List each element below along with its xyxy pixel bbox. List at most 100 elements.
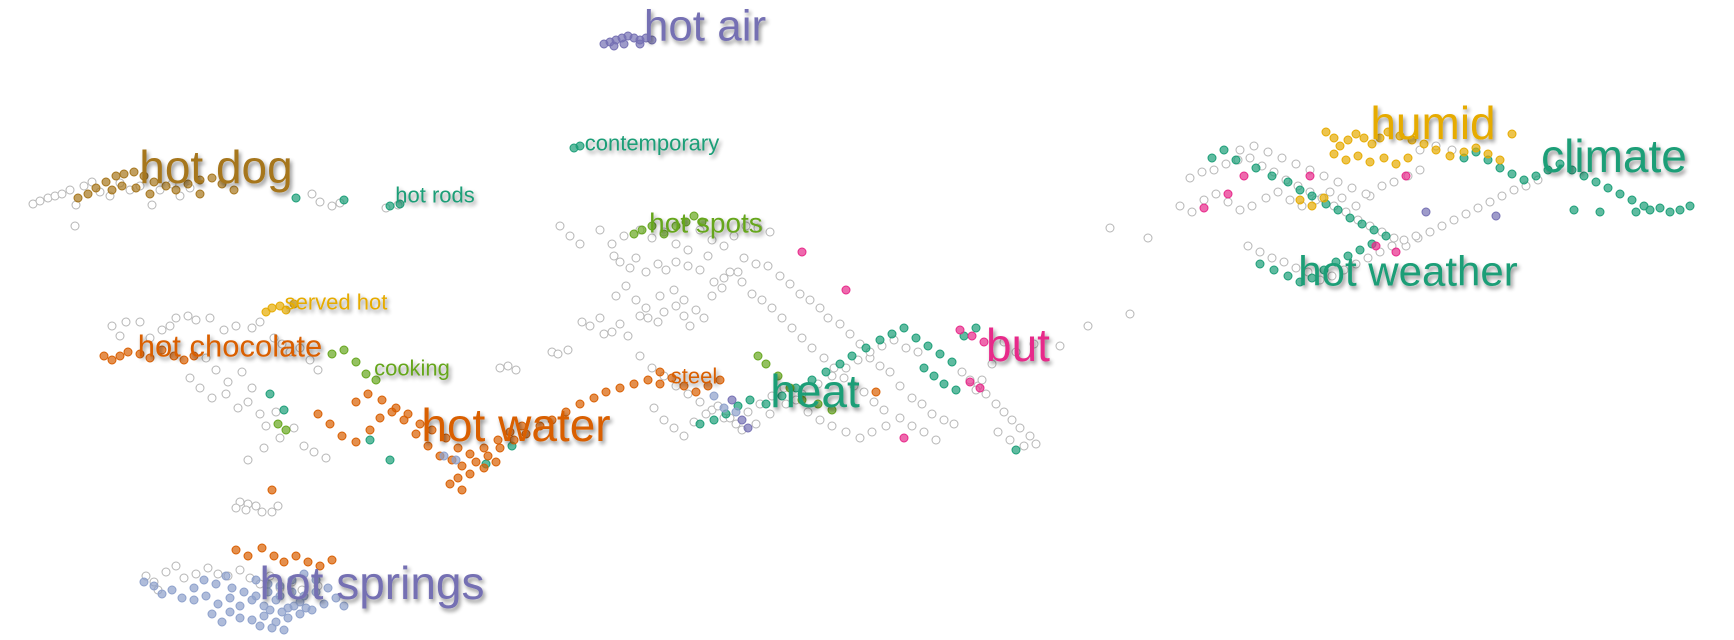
data-point xyxy=(609,41,619,51)
data-point xyxy=(1351,259,1361,269)
labels-layer: hot air hot dog contemporary hot rods hot sp… xyxy=(138,2,1687,610)
data-point xyxy=(257,507,267,517)
data-point xyxy=(653,259,663,269)
data-point xyxy=(1485,197,1495,207)
data-point xyxy=(1337,193,1347,203)
data-point xyxy=(279,557,289,567)
data-point xyxy=(247,383,257,393)
data-point xyxy=(235,613,245,623)
data-point xyxy=(993,427,1003,437)
data-point xyxy=(1473,203,1483,213)
data-point xyxy=(1351,129,1361,139)
data-point xyxy=(115,351,125,361)
data-point xyxy=(471,457,481,467)
data-point xyxy=(1185,173,1195,183)
data-point xyxy=(327,349,337,359)
data-point xyxy=(643,313,653,323)
data-point xyxy=(987,359,997,369)
data-point xyxy=(797,395,807,405)
cluster-label: heat xyxy=(770,365,860,417)
data-point xyxy=(585,321,595,331)
data-point xyxy=(619,231,629,241)
data-point xyxy=(255,621,265,631)
data-point xyxy=(939,415,949,425)
data-point xyxy=(641,303,651,313)
data-point xyxy=(279,405,289,415)
data-point xyxy=(315,561,325,571)
data-point xyxy=(701,409,711,419)
data-point xyxy=(619,39,629,49)
data-point xyxy=(157,325,167,335)
data-point xyxy=(1143,233,1153,243)
data-point xyxy=(1305,171,1315,181)
data-point xyxy=(1449,215,1459,225)
data-point xyxy=(165,321,175,331)
data-point xyxy=(1531,171,1541,181)
data-point xyxy=(119,169,129,179)
data-point xyxy=(1631,207,1641,217)
data-point xyxy=(1321,127,1331,137)
data-point xyxy=(697,217,707,227)
data-point xyxy=(267,303,277,313)
cluster-label: served hot xyxy=(285,290,388,315)
data-point xyxy=(751,259,761,269)
data-point xyxy=(1327,271,1337,281)
data-point xyxy=(707,235,717,245)
data-point xyxy=(169,351,179,361)
data-point xyxy=(775,271,785,281)
data-point xyxy=(1055,341,1065,351)
data-point xyxy=(287,587,297,597)
data-point xyxy=(199,575,209,585)
data-point xyxy=(1569,205,1579,215)
data-point xyxy=(1329,149,1339,159)
data-point xyxy=(275,581,285,591)
data-point xyxy=(1319,171,1329,181)
data-point xyxy=(179,355,189,365)
data-point xyxy=(183,179,193,189)
data-point xyxy=(971,323,981,333)
data-point xyxy=(277,607,287,617)
data-point xyxy=(741,221,751,231)
data-point xyxy=(1675,205,1685,215)
data-point xyxy=(887,329,897,339)
data-point xyxy=(483,451,493,461)
data-point xyxy=(703,381,713,391)
data-point xyxy=(273,501,283,511)
data-point xyxy=(1239,171,1249,181)
data-point xyxy=(1685,201,1695,211)
data-point xyxy=(951,385,961,395)
data-point xyxy=(763,261,773,271)
data-point xyxy=(319,599,329,609)
data-point xyxy=(161,567,171,577)
data-point xyxy=(1221,159,1231,169)
data-point xyxy=(299,441,309,451)
data-point xyxy=(1425,227,1435,237)
data-point xyxy=(517,421,527,431)
data-point xyxy=(289,423,299,433)
data-point xyxy=(647,221,657,231)
data-point xyxy=(1283,177,1293,187)
data-point xyxy=(747,289,757,299)
data-point xyxy=(129,167,139,177)
data-point xyxy=(1331,257,1341,267)
data-point xyxy=(179,573,189,583)
data-point xyxy=(1339,265,1349,275)
data-point xyxy=(275,433,285,443)
data-point xyxy=(835,319,845,329)
data-point xyxy=(101,177,111,187)
data-point xyxy=(1231,155,1241,165)
data-point xyxy=(1295,195,1305,205)
data-point xyxy=(1407,135,1417,145)
data-point xyxy=(761,399,771,409)
data-point xyxy=(611,291,621,301)
data-point xyxy=(1519,175,1529,185)
data-point xyxy=(1019,441,1029,451)
data-point xyxy=(753,351,763,361)
data-point xyxy=(955,325,965,335)
data-point xyxy=(919,427,929,437)
data-point xyxy=(635,351,645,361)
data-point xyxy=(255,409,265,419)
data-point xyxy=(315,197,325,207)
data-point xyxy=(191,569,201,579)
data-point xyxy=(135,317,145,327)
